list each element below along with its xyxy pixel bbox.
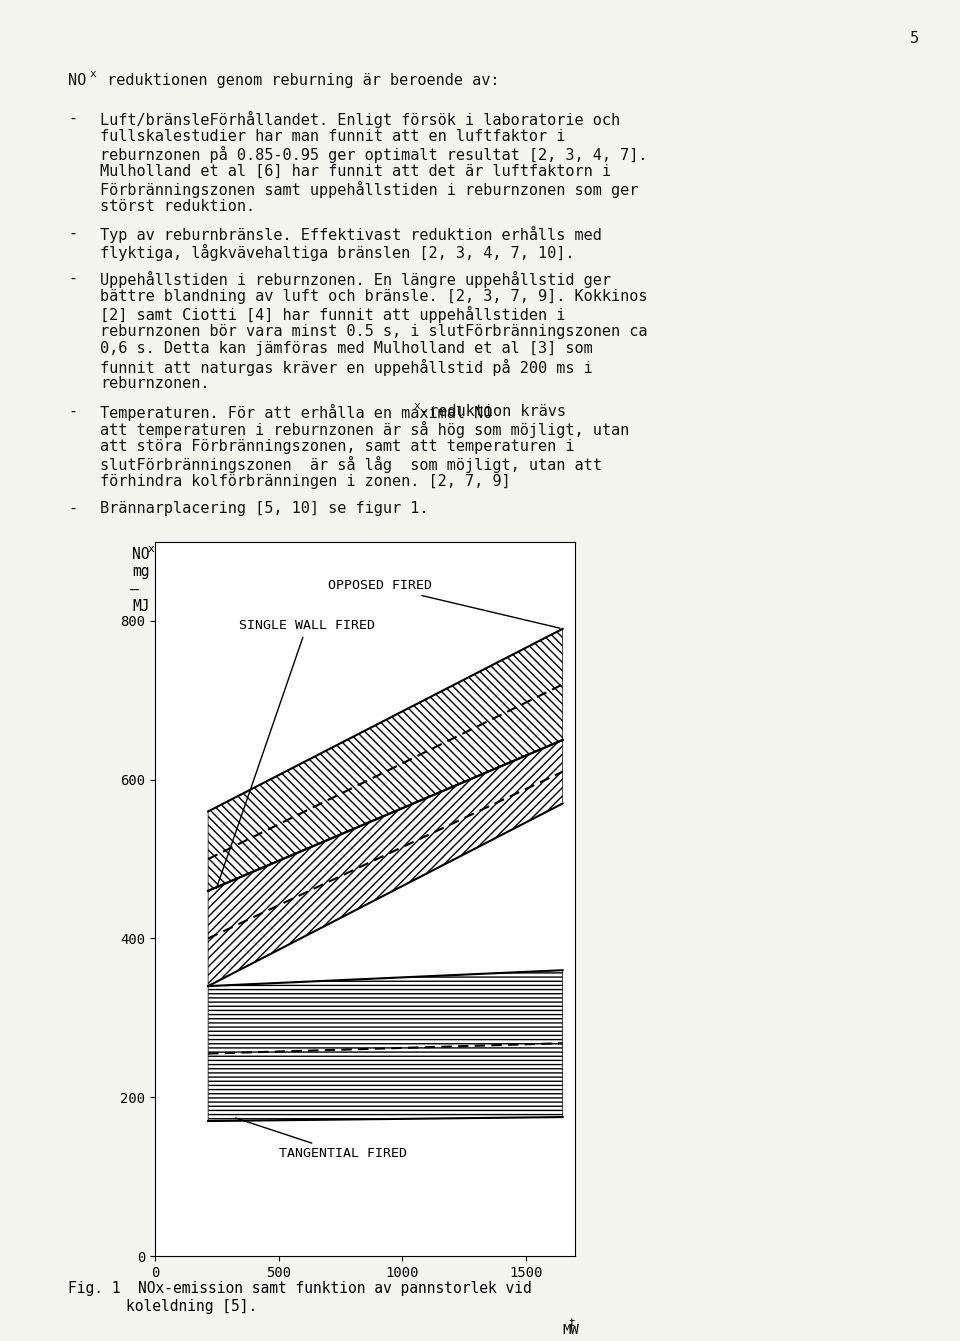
- Text: Temperaturen. För att erhålla en maximal NO: Temperaturen. För att erhålla en maximal…: [100, 404, 492, 421]
- Text: TANGENTIAL FIRED: TANGENTIAL FIRED: [235, 1118, 406, 1160]
- Text: Luft/bränsleFörhållandet. Enligt försök i laboratorie och: Luft/bränsleFörhållandet. Enligt försök …: [100, 111, 620, 127]
- Text: reburnzonen.: reburnzonen.: [100, 375, 209, 392]
- Text: -: -: [68, 502, 77, 516]
- Text: funnit att naturgas kräver en uppehållstid på 200 ms i: funnit att naturgas kräver en uppehållst…: [100, 358, 592, 375]
- Text: -: -: [68, 227, 77, 241]
- Text: 0,6 s. Detta kan jämföras med Mulholland et al [3] som: 0,6 s. Detta kan jämföras med Mulholland…: [100, 341, 592, 355]
- Text: reduktionen genom reburning är beroende av:: reduktionen genom reburning är beroende …: [98, 72, 499, 89]
- Text: SINGLE WALL FIRED: SINGLE WALL FIRED: [216, 618, 375, 888]
- Text: störst reduktion.: störst reduktion.: [100, 198, 255, 213]
- Text: -: -: [68, 404, 77, 418]
- Text: NO: NO: [132, 547, 150, 562]
- Text: att temperaturen i reburnzonen är så hög som möjligt, utan: att temperaturen i reburnzonen är så hög…: [100, 421, 629, 439]
- Text: mg: mg: [132, 565, 150, 579]
- Text: att störa Förbränningszonen, samt att temperaturen i: att störa Förbränningszonen, samt att te…: [100, 439, 574, 453]
- Text: reburnzonen på 0.85-0.95 ger optimalt resultat [2, 3, 4, 7].: reburnzonen på 0.85-0.95 ger optimalt re…: [100, 146, 647, 164]
- Text: bättre blandning av luft och bränsle. [2, 3, 7, 9]. Kokkinos: bättre blandning av luft och bränsle. [2…: [100, 288, 647, 303]
- Text: x: x: [148, 543, 155, 554]
- Text: NO: NO: [68, 72, 86, 89]
- Text: slutFörbränningszonen  är så låg  som möjligt, utan att: slutFörbränningszonen är så låg som möjl…: [100, 456, 602, 473]
- Text: Mulholland et al [6] har funnit att det är luftfaktorn i: Mulholland et al [6] har funnit att det …: [100, 164, 611, 178]
- Text: —: —: [130, 582, 139, 597]
- Text: t: t: [568, 1318, 575, 1328]
- Text: -: -: [68, 271, 77, 286]
- Text: koleldning [5].: koleldning [5].: [127, 1298, 257, 1313]
- Text: 5: 5: [910, 31, 919, 46]
- Text: Typ av reburnbränsle. Effektivast reduktion erhålls med: Typ av reburnbränsle. Effektivast redukt…: [100, 227, 602, 243]
- Text: x: x: [90, 68, 97, 79]
- Text: Förbränningszonen samt uppehållstiden i reburnzonen som ger: Förbränningszonen samt uppehållstiden i …: [100, 181, 638, 198]
- Text: MJ: MJ: [132, 599, 150, 614]
- Text: reburnzonen bör vara minst 0.5 s, i slutFörbränningszonen ca: reburnzonen bör vara minst 0.5 s, i slut…: [100, 323, 647, 338]
- Text: fullskalestudier har man funnit att en luftfaktor i: fullskalestudier har man funnit att en l…: [100, 129, 565, 143]
- Text: flyktiga, lågkvävehaltiga bränslen [2, 3, 4, 7, 10].: flyktiga, lågkvävehaltiga bränslen [2, 3…: [100, 244, 574, 260]
- Text: MW: MW: [563, 1324, 580, 1337]
- Text: OPPOSED FIRED: OPPOSED FIRED: [328, 579, 560, 628]
- Text: x: x: [414, 401, 420, 410]
- Text: Uppehållstiden i reburnzonen. En längre uppehållstid ger: Uppehållstiden i reburnzonen. En längre …: [100, 271, 611, 288]
- Text: förhindra kolförbränningen i zonen. [2, 7, 9]: förhindra kolförbränningen i zonen. [2, …: [100, 473, 511, 488]
- Text: Brännarplacering [5, 10] se figur 1.: Brännarplacering [5, 10] se figur 1.: [100, 502, 428, 516]
- Text: -: -: [68, 111, 77, 126]
- Text: -reduktion krävs: -reduktion krävs: [420, 404, 566, 418]
- Text: Fig. 1  NOx-emission samt funktion av pannstorlek vid: Fig. 1 NOx-emission samt funktion av pan…: [68, 1281, 532, 1295]
- Text: [2] samt Ciotti [4] har funnit att uppehållstiden i: [2] samt Ciotti [4] har funnit att uppeh…: [100, 306, 565, 323]
